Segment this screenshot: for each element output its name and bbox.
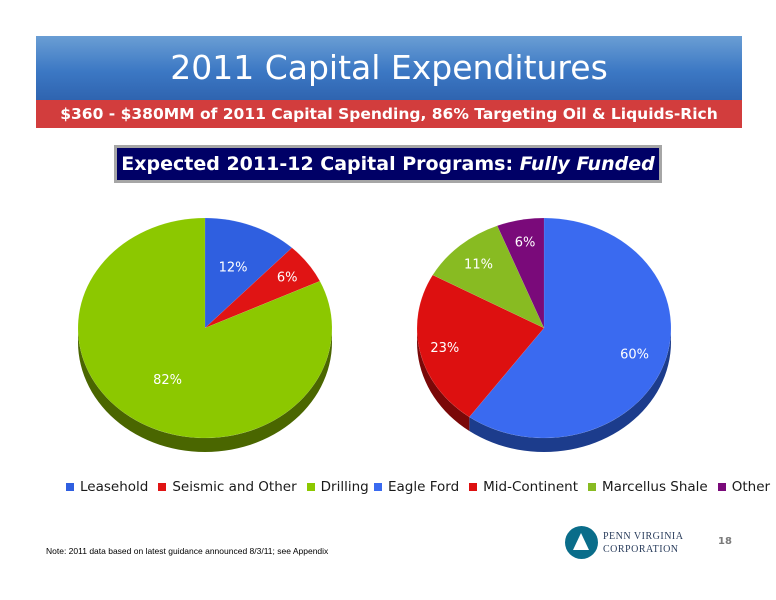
data-label-leasehold: 12% [219,261,248,276]
legend-label: Eagle Ford [388,479,460,495]
legend-item-seismic-and-other: Seismic and Other [158,479,297,495]
data-label-mid-continent: 23% [430,341,459,356]
pie-capex-category: 12% 6% 82% [77,217,333,452]
banner-emphasis: Fully Funded [519,153,655,175]
data-label-marcellus-shale: 11% [464,258,493,273]
legend-swatch [374,483,382,491]
pie-slice-eagle-ford [468,217,672,439]
legend-item-mid-continent: Mid-Continent [469,479,578,495]
legend-swatch [158,483,167,491]
slide-title: 2011 Capital Expenditures [36,36,742,100]
legend-swatch [306,483,315,491]
pie-slice-marcellus-shale [432,225,545,329]
pie-charts: 12% 6% 82% 60% 23% 11% 6% [77,217,672,452]
legend-swatch [469,483,478,491]
pie-capex-region: 60% 23% 11% 6% [416,217,672,452]
data-label-seismic-and-other: 6% [277,270,298,285]
logo-mark-icon [565,526,598,559]
pie-side-eagle-ford [469,328,671,452]
legend-label: Seismic and Other [172,479,297,495]
legend-capex-region: Eagle Ford Mid-Continent Marcellus Shale Ot… [374,479,776,495]
pie-slice-leasehold [204,217,293,329]
logo-text-line1: PENN VIRGINIA [603,531,684,542]
pie-slice-drilling [77,217,333,439]
legend-item-other: Other [717,479,771,495]
legend-label: Leasehold [80,479,149,495]
footnote: Note: 2011 data based on latest guidance… [46,546,329,556]
page-number: 18 [718,536,732,547]
data-label-other: 6% [515,236,536,251]
banner-text: Expected 2011-12 Capital Programs: [121,153,520,175]
logo-text-line2: CORPORATION [603,544,679,555]
legend-swatch [66,483,74,491]
legend-label: Marcellus Shale [602,479,708,495]
data-label-drilling: 82% [153,373,182,388]
data-label-eagle-ford: 60% [620,348,649,363]
funding-banner: Expected 2011-12 Capital Programs: Fully… [114,145,662,183]
legend-label: Drilling [320,479,369,495]
legend-item-marcellus-shale: Marcellus Shale [588,479,708,495]
legend-item-drilling: Drilling [306,479,369,495]
legend-label: Mid-Continent [483,479,578,495]
legend-label: Other [731,479,771,495]
legend-swatch [717,483,726,491]
slide-subtitle: $360 - $380MM of 2011 Capital Spending, … [36,100,742,151]
legend-item-leasehold: Leasehold [66,479,148,495]
pie-side-mid-continent [417,328,470,431]
pie-slice-other [496,217,545,329]
legend-item-eagle-ford: Eagle Ford [374,479,459,495]
pie-slice-seismic-and-other [204,247,321,329]
legend-swatch [588,483,596,491]
company-logo: PENN VIRGINIA CORPORATION [565,526,745,562]
legend-capex-category: Leasehold Seismic and Other Drilling [66,479,379,495]
pie-slice-mid-continent [416,274,545,418]
